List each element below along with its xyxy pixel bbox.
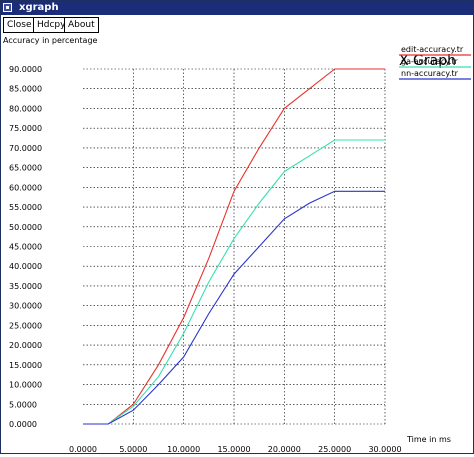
y-tick-label: 85.0000 bbox=[9, 85, 42, 94]
chart-area: Accuracy in percentage X Graph Time in m… bbox=[1, 33, 473, 454]
x-axis-label: Time in ms bbox=[406, 435, 451, 444]
y-tick-label: 10.0000 bbox=[9, 381, 42, 390]
legend-label: ga-accuracy.tr bbox=[401, 57, 459, 66]
y-tick-label: 70.0000 bbox=[9, 144, 42, 153]
y-tick-label: 90.0000 bbox=[9, 65, 42, 74]
line-chart: Accuracy in percentage X Graph Time in m… bbox=[3, 36, 471, 454]
x-tick-label: 30.0000 bbox=[368, 445, 401, 453]
legend-label: edit-accuracy.tr bbox=[401, 45, 464, 54]
y-axis-label: Accuracy in percentage bbox=[3, 36, 98, 45]
x-tick-label: 5.0000 bbox=[119, 445, 147, 453]
y-tick-label: 25.0000 bbox=[9, 321, 42, 330]
y-tick-label: 40.0000 bbox=[9, 262, 42, 271]
y-tick-label: 75.0000 bbox=[9, 124, 42, 133]
close-button[interactable]: Close bbox=[3, 17, 36, 33]
x-tick-label: 20.0000 bbox=[268, 445, 301, 453]
y-tick-label: 35.0000 bbox=[9, 282, 42, 291]
series-line-2 bbox=[83, 190, 385, 425]
series-line-0 bbox=[83, 68, 385, 425]
y-tick-label: 65.0000 bbox=[9, 164, 42, 173]
y-tick-label: 15.0000 bbox=[9, 361, 42, 370]
y-tick-label: 80.0000 bbox=[9, 104, 42, 113]
window-menu-icon[interactable] bbox=[3, 3, 12, 12]
x-tick-label: 0.0000 bbox=[69, 445, 97, 453]
legend-label: nn-accuracy.tr bbox=[401, 69, 459, 78]
series-line-1 bbox=[83, 139, 385, 425]
x-tick-label: 25.0000 bbox=[318, 445, 351, 453]
x-tick-label: 15.0000 bbox=[217, 445, 250, 453]
window-title: xgraph bbox=[19, 2, 59, 13]
about-button[interactable]: About bbox=[64, 17, 99, 33]
chart-title: X Graph bbox=[399, 53, 456, 69]
y-tick-label: 45.0000 bbox=[9, 243, 42, 252]
y-tick-label: 50.0000 bbox=[9, 223, 42, 232]
y-tick-label: 20.0000 bbox=[9, 341, 42, 350]
x-tick-label: 10.0000 bbox=[167, 445, 200, 453]
y-tick-label: 5.0000 bbox=[9, 400, 37, 409]
y-tick-label: 55.0000 bbox=[9, 203, 42, 212]
y-tick-label: 30.0000 bbox=[9, 302, 42, 311]
y-tick-label: 60.0000 bbox=[9, 183, 42, 192]
y-tick-label: 0.0000 bbox=[9, 420, 37, 429]
title-bar[interactable]: xgraph bbox=[1, 1, 473, 15]
